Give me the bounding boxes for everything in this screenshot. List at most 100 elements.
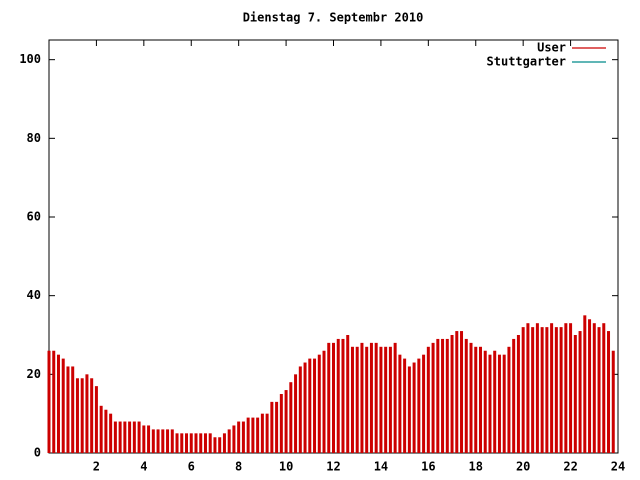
impulse-bar: [431, 342, 435, 453]
x-tick-label: 22: [563, 460, 577, 474]
impulse-bar: [341, 338, 345, 453]
impulse-bar: [569, 323, 573, 453]
impulse-bar: [275, 401, 279, 453]
impulse-bar: [336, 338, 340, 453]
impulse-bar: [540, 327, 544, 453]
impulse-bar: [445, 338, 449, 453]
impulse-bar: [526, 323, 530, 453]
impulse-bar: [90, 378, 94, 453]
y-tick-label: 80: [27, 131, 41, 145]
impulse-bar: [279, 394, 283, 453]
impulse-bar: [460, 331, 464, 453]
impulse-bar: [436, 338, 440, 453]
impulse-bar: [109, 413, 113, 453]
impulse-bar: [241, 421, 245, 453]
x-tick-label: 2: [93, 460, 100, 474]
impulse-bar: [137, 421, 141, 453]
x-tick-label: 14: [374, 460, 388, 474]
x-tick-label: 24: [611, 460, 625, 474]
impulse-bar: [208, 433, 212, 453]
impulse-bar: [303, 362, 307, 453]
impulse-bar: [298, 366, 302, 453]
impulse-bar: [379, 346, 383, 453]
impulse-bar: [483, 350, 487, 453]
impulse-bar: [422, 354, 426, 453]
impulse-bar: [398, 354, 402, 453]
impulse-bar: [393, 342, 397, 453]
impulse-bar: [317, 354, 321, 453]
impulse-bar: [56, 354, 60, 453]
x-tick-label: 4: [140, 460, 147, 474]
impulse-bar: [166, 429, 170, 453]
impulse-bar: [104, 409, 108, 453]
impulse-bar: [232, 425, 236, 453]
impulse-bar: [535, 323, 539, 453]
impulse-bar: [246, 417, 250, 453]
y-tick-label: 0: [34, 446, 41, 460]
x-tick-label: 6: [188, 460, 195, 474]
impulse-bar: [66, 366, 70, 453]
impulse-bar: [151, 429, 155, 453]
impulse-bar: [218, 437, 222, 453]
impulse-bar: [99, 405, 103, 453]
impulse-bar: [426, 346, 430, 453]
impulse-bar: [388, 346, 392, 453]
impulse-bar: [412, 362, 416, 453]
impulse-bar: [123, 421, 127, 453]
impulse-bar: [350, 346, 354, 453]
impulse-bar: [588, 319, 592, 453]
impulse-bar: [559, 327, 563, 453]
impulse-bar: [52, 350, 56, 453]
impulse-bar: [199, 433, 203, 453]
x-tick-label: 20: [516, 460, 530, 474]
impulse-bar: [308, 358, 312, 453]
impulse-bar: [474, 346, 478, 453]
x-tick-label: 16: [421, 460, 435, 474]
impulse-bar: [142, 425, 146, 453]
legend-label: Stuttgarter: [487, 55, 566, 69]
impulse-bar: [488, 354, 492, 453]
impulse-bar: [464, 338, 468, 453]
impulse-bar: [407, 366, 411, 453]
x-tick-label: 12: [326, 460, 340, 474]
impulse-bar: [175, 433, 179, 453]
impulse-bar: [80, 378, 84, 453]
impulse-bar: [289, 382, 293, 453]
impulse-bar: [355, 346, 359, 453]
y-tick-label: 40: [27, 288, 41, 302]
impulse-bar: [313, 358, 317, 453]
impulse-bar: [71, 366, 75, 453]
impulse-bar: [611, 350, 615, 453]
x-tick-label: 10: [279, 460, 293, 474]
impulse-bar: [441, 338, 445, 453]
impulse-bar: [531, 327, 535, 453]
impulse-bar: [256, 417, 260, 453]
impulse-bar: [602, 323, 606, 453]
impulse-bar: [85, 374, 89, 453]
impulse-bar: [147, 425, 151, 453]
impulse-bar: [213, 437, 217, 453]
impulse-bar: [374, 342, 378, 453]
impulse-bar: [507, 346, 511, 453]
impulse-bar: [294, 374, 298, 453]
impulse-bar: [251, 417, 255, 453]
x-tick-label: 18: [469, 460, 483, 474]
impulse-bar: [583, 315, 587, 453]
x-tick-label: 8: [235, 460, 242, 474]
impulse-bar: [75, 378, 79, 453]
impulse-bar: [185, 433, 189, 453]
impulse-bar: [493, 350, 497, 453]
impulse-bar: [478, 346, 482, 453]
impulse-bar: [170, 429, 174, 453]
y-tick-label: 20: [27, 367, 41, 381]
impulse-bar: [550, 323, 554, 453]
impulse-bar: [128, 421, 132, 453]
impulse-bar: [284, 390, 288, 453]
impulse-bar: [61, 358, 65, 453]
impulse-bar: [521, 327, 525, 453]
impulse-bar: [332, 342, 335, 453]
impulse-bar: [573, 335, 577, 453]
impulse-bar: [203, 433, 207, 453]
impulse-bar: [322, 350, 326, 453]
impulse-bar: [227, 429, 231, 453]
